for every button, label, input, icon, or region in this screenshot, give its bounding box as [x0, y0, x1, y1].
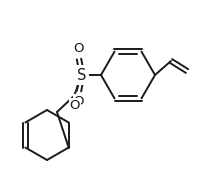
- Text: O: O: [74, 95, 84, 108]
- Text: S: S: [77, 67, 87, 83]
- Text: O: O: [74, 42, 84, 55]
- Text: O: O: [70, 99, 80, 112]
